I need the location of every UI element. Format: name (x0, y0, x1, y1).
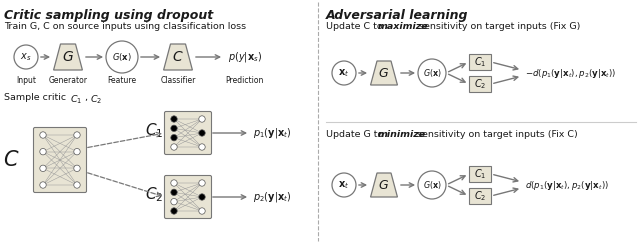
Bar (469, 76, 491, 92)
Text: $p_2(\mathbf{y}|\mathbf{x}_t)$: $p_2(\mathbf{y}|\mathbf{x}_t)$ (253, 190, 292, 204)
Text: $C$: $C$ (172, 50, 184, 64)
Circle shape (171, 189, 177, 196)
Polygon shape (371, 173, 397, 197)
Polygon shape (371, 61, 397, 85)
Text: $p_1(\mathbf{y}|\mathbf{x}_t)$: $p_1(\mathbf{y}|\mathbf{x}_t)$ (253, 126, 292, 140)
Text: $C_1$: $C_1$ (70, 93, 82, 105)
Circle shape (74, 148, 80, 155)
Text: $x_s$: $x_s$ (20, 51, 32, 63)
Text: $C_2$: $C_2$ (145, 186, 163, 204)
Text: $d(p_1(\mathbf{y}|\mathbf{x}_t), p_2(\mathbf{y}|\mathbf{x}_t))$: $d(p_1(\mathbf{y}|\mathbf{x}_t), p_2(\ma… (525, 179, 609, 191)
Text: $G$: $G$ (62, 50, 74, 64)
Circle shape (199, 208, 205, 214)
Circle shape (171, 180, 177, 186)
Circle shape (199, 194, 205, 200)
Text: $C_1$: $C_1$ (474, 55, 486, 69)
Text: Input: Input (16, 76, 36, 85)
Text: $G(\mathbf{x})$: $G(\mathbf{x})$ (112, 51, 132, 63)
Text: Adversarial learning: Adversarial learning (326, 9, 468, 22)
Text: $G$: $G$ (378, 179, 390, 191)
Circle shape (332, 173, 356, 197)
Circle shape (106, 41, 138, 73)
Text: $G$: $G$ (378, 67, 390, 79)
Text: $C_1$: $C_1$ (474, 167, 486, 181)
FancyBboxPatch shape (33, 128, 86, 192)
Text: Sample critic: Sample critic (4, 93, 69, 102)
Circle shape (199, 144, 205, 150)
Text: minimize: minimize (378, 130, 426, 139)
Bar (469, 54, 491, 70)
Text: $G(\mathbf{x})$: $G(\mathbf{x})$ (422, 67, 442, 79)
Text: Train G, C on source inputs using classification loss: Train G, C on source inputs using classi… (4, 22, 246, 31)
Text: Critic sampling using dropout: Critic sampling using dropout (4, 9, 213, 22)
Text: $\mathbf{x}_t$: $\mathbf{x}_t$ (339, 179, 349, 191)
Text: $C_2$: $C_2$ (474, 189, 486, 203)
Circle shape (332, 61, 356, 85)
Circle shape (199, 116, 205, 122)
Text: Update G to: Update G to (326, 130, 387, 139)
Circle shape (418, 59, 446, 87)
Circle shape (171, 116, 177, 122)
Text: Update C to: Update C to (326, 22, 386, 31)
Circle shape (40, 165, 46, 172)
Text: $p(y|\mathbf{x}_s)$: $p(y|\mathbf{x}_s)$ (228, 50, 262, 64)
Text: $\mathbf{x}_t$: $\mathbf{x}_t$ (339, 67, 349, 79)
Circle shape (199, 130, 205, 136)
Text: Prediction: Prediction (225, 76, 263, 85)
Circle shape (74, 182, 80, 188)
Text: Feature: Feature (108, 76, 136, 85)
Circle shape (40, 182, 46, 188)
Polygon shape (54, 44, 83, 70)
Circle shape (171, 208, 177, 214)
Circle shape (171, 199, 177, 205)
Text: sensitivity on target inputs (Fix C): sensitivity on target inputs (Fix C) (414, 130, 578, 139)
Circle shape (40, 148, 46, 155)
Text: $G(\mathbf{x})$: $G(\mathbf{x})$ (422, 179, 442, 191)
Circle shape (171, 134, 177, 141)
Circle shape (418, 171, 446, 199)
FancyBboxPatch shape (164, 112, 211, 155)
Circle shape (74, 132, 80, 138)
Circle shape (199, 180, 205, 186)
Circle shape (74, 165, 80, 172)
Text: ,: , (82, 93, 91, 102)
Text: sensitivity on target inputs (Fix G): sensitivity on target inputs (Fix G) (416, 22, 580, 31)
Polygon shape (164, 44, 193, 70)
FancyBboxPatch shape (164, 175, 211, 218)
Text: $C_2$: $C_2$ (474, 77, 486, 91)
Circle shape (171, 125, 177, 131)
Bar (469, 166, 491, 182)
Text: Classifier: Classifier (160, 76, 196, 85)
Text: Generator: Generator (49, 76, 88, 85)
Text: $C$: $C$ (3, 150, 19, 170)
Bar (469, 188, 491, 204)
Circle shape (14, 45, 38, 69)
Circle shape (40, 132, 46, 138)
Circle shape (171, 144, 177, 150)
Text: $C_1$: $C_1$ (145, 122, 163, 140)
Text: $C_2$: $C_2$ (90, 93, 102, 105)
Text: maximize: maximize (378, 22, 429, 31)
Text: $-d(p_1(\mathbf{y}|\mathbf{x}_t), p_2(\mathbf{y}|\mathbf{x}_t))$: $-d(p_1(\mathbf{y}|\mathbf{x}_t), p_2(\m… (525, 67, 616, 79)
